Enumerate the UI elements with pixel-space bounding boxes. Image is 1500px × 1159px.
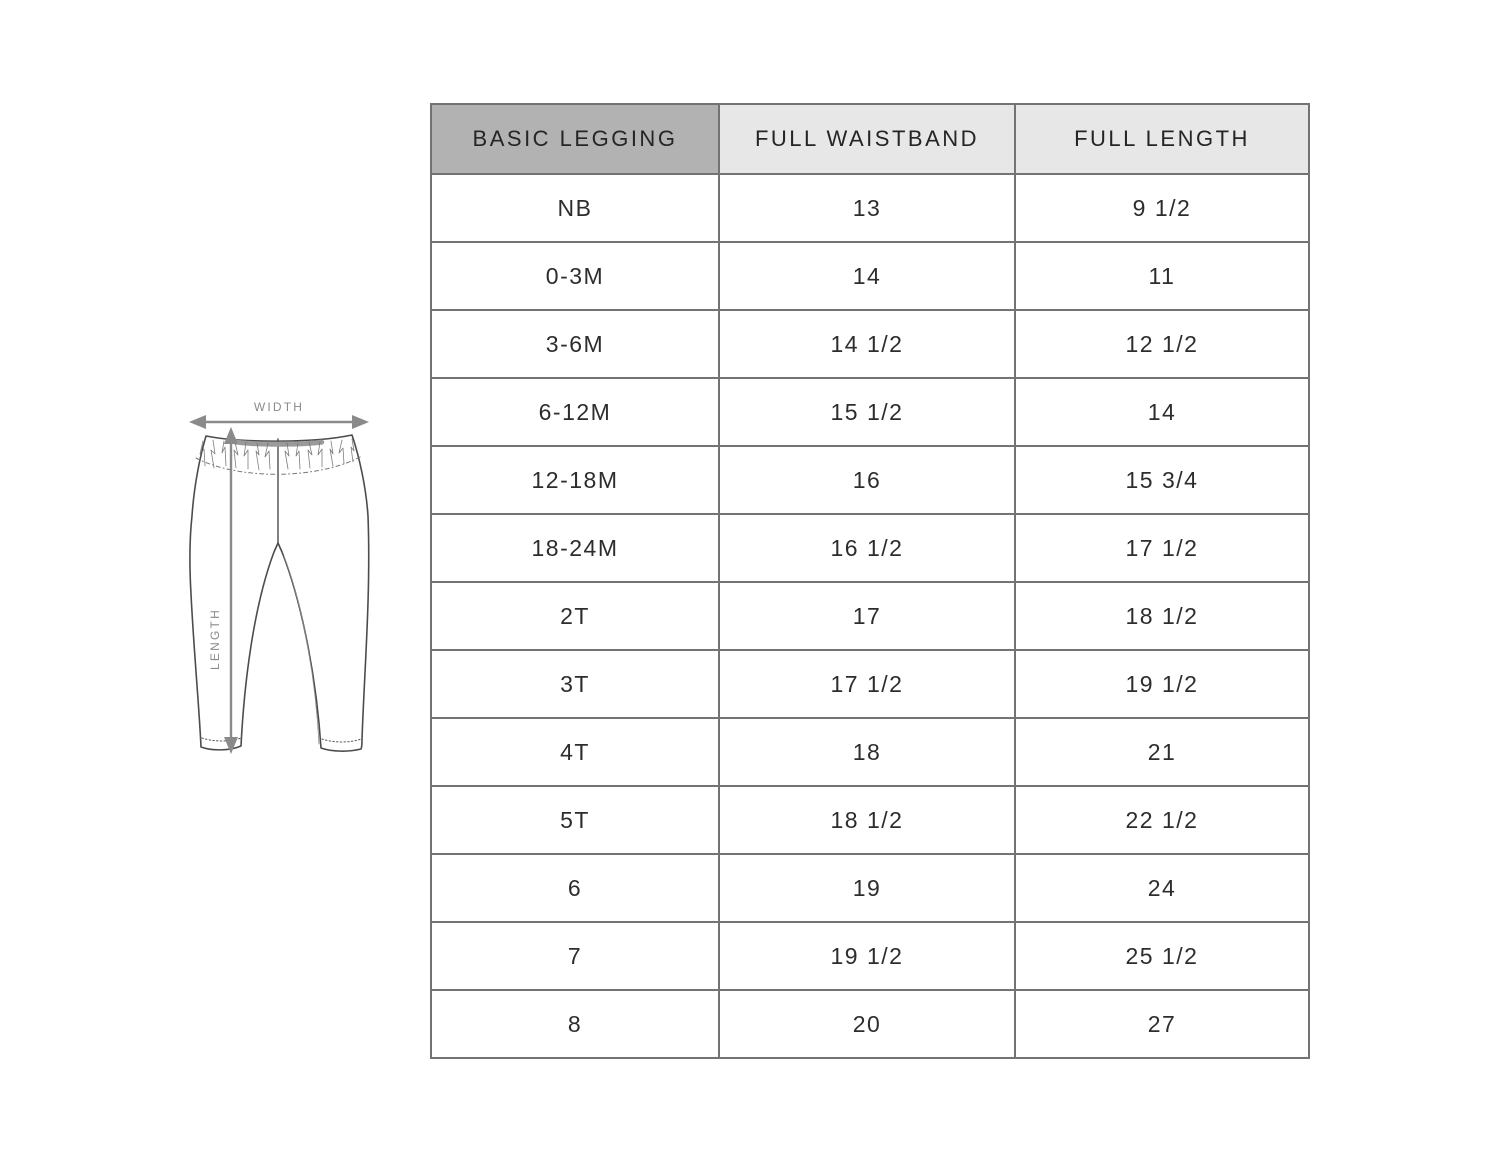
waistband-cell: 14 [718, 241, 1016, 311]
length-cell: 19 1/2 [1014, 649, 1310, 719]
waistband-cell: 19 [718, 853, 1016, 923]
size-cell: 3-6M [430, 309, 720, 379]
table-row: 2T 17 18 1/2 [430, 581, 1310, 651]
length-cell: 24 [1014, 853, 1310, 923]
size-chart-table: BASIC LEGGING FULL WAISTBAND FULL LENGTH… [430, 103, 1310, 1059]
waistband-cell: 19 1/2 [718, 921, 1016, 991]
waistband-cell: 17 [718, 581, 1016, 651]
length-cell: 12 1/2 [1014, 309, 1310, 379]
width-arrow [189, 415, 369, 429]
header-row: BASIC LEGGING FULL WAISTBAND FULL LENGTH [430, 103, 1310, 175]
waistband-cell: 16 1/2 [718, 513, 1016, 583]
length-label: LENGTH [208, 608, 222, 670]
length-cell: 18 1/2 [1014, 581, 1310, 651]
waistband-cell: 20 [718, 989, 1016, 1059]
waistband-cell: 18 [718, 717, 1016, 787]
table-row: 12-18M 16 15 3/4 [430, 445, 1310, 515]
column-header-full-waistband: FULL WAISTBAND [718, 103, 1016, 175]
waistband-cell: 18 1/2 [718, 785, 1016, 855]
waistband-cell: 17 1/2 [718, 649, 1016, 719]
length-cell: 17 1/2 [1014, 513, 1310, 583]
length-cell: 21 [1014, 717, 1310, 787]
table-row: 4T 18 21 [430, 717, 1310, 787]
table-row: 18-24M 16 1/2 17 1/2 [430, 513, 1310, 583]
size-cell: 6-12M [430, 377, 720, 447]
size-cell: 0-3M [430, 241, 720, 311]
size-cell: 7 [430, 921, 720, 991]
length-cell: 15 3/4 [1014, 445, 1310, 515]
table-row: NB 13 9 1/2 [430, 173, 1310, 243]
column-header-full-length: FULL LENGTH [1014, 103, 1310, 175]
legging-measurement-diagram: WIDTH [183, 394, 375, 776]
width-label: WIDTH [254, 400, 304, 414]
size-chart: BASIC LEGGING FULL WAISTBAND FULL LENGTH… [430, 103, 1310, 1059]
length-cell: 27 [1014, 989, 1310, 1059]
size-cell: 18-24M [430, 513, 720, 583]
length-cell: 14 [1014, 377, 1310, 447]
waistband-cell: 13 [718, 173, 1016, 243]
size-cell: 8 [430, 989, 720, 1059]
table-row: 6-12M 15 1/2 14 [430, 377, 1310, 447]
waistband-cell: 15 1/2 [718, 377, 1016, 447]
table-row: 3T 17 1/2 19 1/2 [430, 649, 1310, 719]
length-cell: 9 1/2 [1014, 173, 1310, 243]
column-header-basic-legging: BASIC LEGGING [430, 103, 720, 175]
table-row: 7 19 1/2 25 1/2 [430, 921, 1310, 991]
table-row: 5T 18 1/2 22 1/2 [430, 785, 1310, 855]
size-cell: 2T [430, 581, 720, 651]
table-row: 8 20 27 [430, 989, 1310, 1059]
length-cell: 11 [1014, 241, 1310, 311]
length-arrow [224, 427, 238, 754]
size-cell: 4T [430, 717, 720, 787]
size-cell: 12-18M [430, 445, 720, 515]
table-row: 0-3M 14 11 [430, 241, 1310, 311]
length-cell: 22 1/2 [1014, 785, 1310, 855]
legging-sketch [189, 434, 370, 752]
waistband-cell: 14 1/2 [718, 309, 1016, 379]
size-cell: 3T [430, 649, 720, 719]
table-row: 6 19 24 [430, 853, 1310, 923]
size-cell: 5T [430, 785, 720, 855]
size-cell: 6 [430, 853, 720, 923]
waistband-cell: 16 [718, 445, 1016, 515]
size-cell: NB [430, 173, 720, 243]
length-cell: 25 1/2 [1014, 921, 1310, 991]
table-row: 3-6M 14 1/2 12 1/2 [430, 309, 1310, 379]
